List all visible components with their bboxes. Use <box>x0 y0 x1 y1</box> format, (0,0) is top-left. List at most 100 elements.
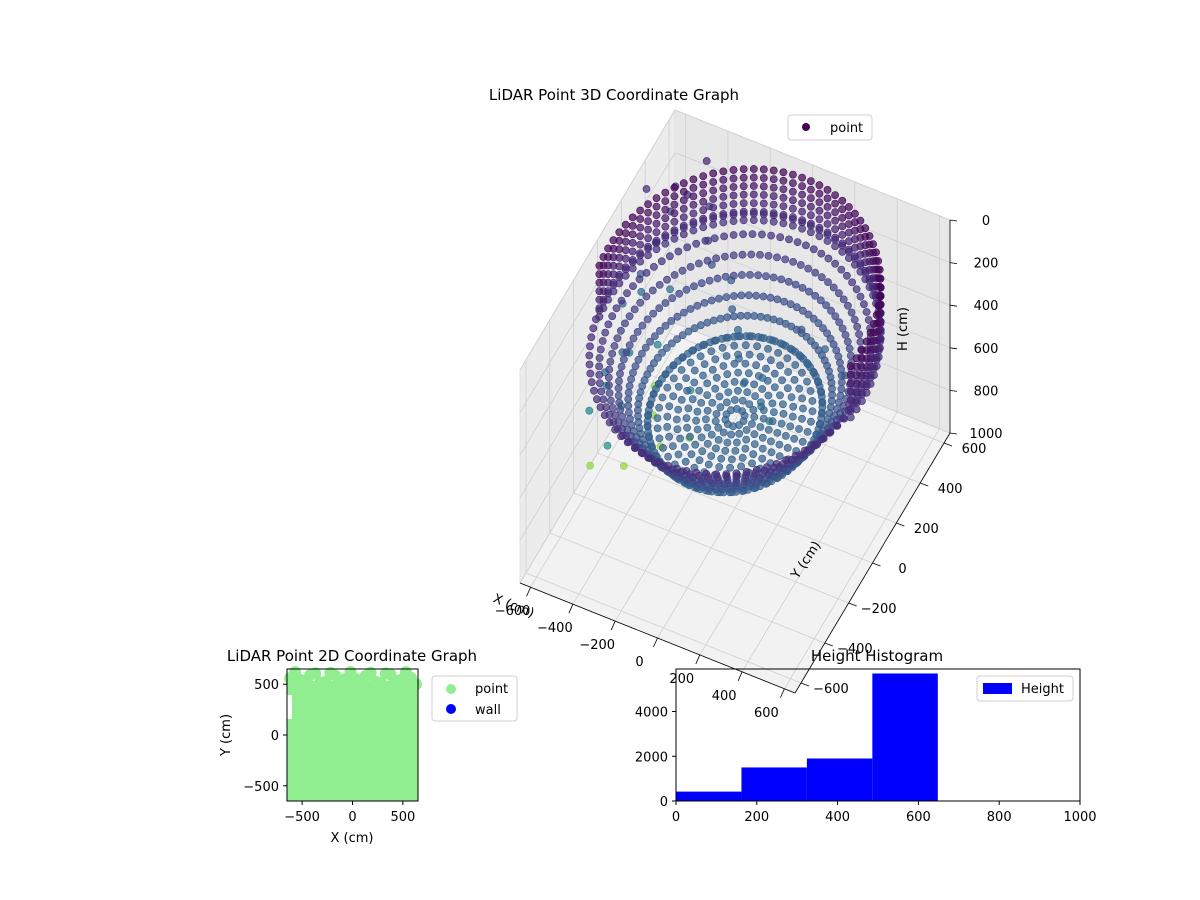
plot-3d-point <box>601 328 610 337</box>
plot-3d-point <box>721 252 729 261</box>
plot-3d-point <box>770 408 778 416</box>
plot-3d-point <box>829 283 838 292</box>
plot-3d-point <box>665 432 673 441</box>
plot-3d-point <box>741 444 750 453</box>
plot-3d-point <box>631 444 639 452</box>
plot-3d-point <box>819 324 827 332</box>
plot-3d-point <box>690 324 699 333</box>
plot-3d-y-tick <box>896 522 905 527</box>
plot-3d-point <box>605 365 614 374</box>
plot-3d-point <box>690 282 698 291</box>
plot-3d-point <box>710 234 719 243</box>
plot-3d-point <box>650 262 658 271</box>
plot-3d-point <box>740 378 749 386</box>
plot-3d-point <box>775 440 784 449</box>
plot-3d-point <box>689 218 698 226</box>
plot-3d-point <box>621 237 630 246</box>
plot-3d-point <box>644 200 652 208</box>
plot-3d-point <box>644 225 652 234</box>
plot-3d-x-tick-label: 200 <box>669 672 694 687</box>
plot-3d-point <box>652 228 661 237</box>
plot-3d-point <box>686 358 695 367</box>
plot-3d-point <box>789 187 797 196</box>
plot-3d-point <box>737 462 745 471</box>
plot-3d-point <box>586 461 594 470</box>
plot-3d-point <box>722 293 731 301</box>
plot-3d-point <box>696 352 705 361</box>
plot-3d-point <box>663 383 672 392</box>
plot-3d-point <box>803 377 811 386</box>
plot-3d-point <box>699 180 708 189</box>
plot-3d-point <box>636 257 645 266</box>
plot-3d-points <box>585 157 885 497</box>
plot-3d-point <box>835 289 843 298</box>
plot-3d-point <box>623 289 631 298</box>
plot-3d-point <box>699 371 707 380</box>
plot-3d-point <box>715 463 724 471</box>
plot-3d-point <box>730 341 739 350</box>
plot-3d-point <box>700 298 709 307</box>
plot-3d-point <box>637 287 646 296</box>
plot-3d-point <box>677 395 686 404</box>
plot-3d-point <box>753 342 761 351</box>
plot-3d-point <box>636 215 645 223</box>
plot-3d-z-tick <box>949 304 958 307</box>
plot-3d-point <box>638 321 647 330</box>
plot-3d-point <box>758 433 767 442</box>
plot-3d-point <box>833 421 842 430</box>
plot-3d-point <box>789 213 797 222</box>
plot-3d-point <box>652 202 661 211</box>
plot-3d-point <box>831 216 839 225</box>
plot-3d-point <box>831 225 839 234</box>
plot-3d-point <box>636 240 645 249</box>
plot-2d-xlabel: X (cm) <box>331 831 374 846</box>
plot-3d-point <box>585 406 594 415</box>
plot-histogram-x-tick-label: 1000 <box>1063 810 1096 825</box>
plot-3d-point <box>712 444 720 453</box>
plot-3d-point <box>824 278 832 286</box>
plot-3d-point <box>658 348 666 357</box>
plot-3d-point <box>679 221 688 230</box>
plot-3d-point <box>758 385 767 393</box>
plot-3d-point <box>670 209 679 218</box>
plot-3d-point <box>726 463 734 472</box>
plot-2d-point <box>410 678 422 691</box>
plot-3d-point <box>684 327 693 336</box>
plot-3d-point <box>789 402 798 411</box>
plot-3d-point <box>739 165 748 173</box>
plot-3d-point <box>674 405 683 414</box>
plot-3d-point <box>689 226 698 235</box>
plot-3d-point <box>595 370 604 379</box>
plot-histogram-legend-swatch <box>983 683 1012 694</box>
plot-2d-x-tick-label: 500 <box>390 810 415 825</box>
plot-3d-point <box>756 312 765 321</box>
plot-3d-y-tick-label: −200 <box>861 602 897 617</box>
plot-3d-point <box>759 208 768 216</box>
plot-3d-point <box>619 355 628 364</box>
plot-3d-point <box>823 220 832 228</box>
plot-3d-point <box>838 222 847 231</box>
plot-3d-x-tick-label: −400 <box>537 621 573 636</box>
plot-3d-point <box>596 345 605 354</box>
plot-3d-point <box>679 179 688 188</box>
plot-3d-point <box>721 446 730 455</box>
plot-3d-point <box>712 470 721 479</box>
plot-3d-point <box>683 243 692 252</box>
plot-3d-point <box>739 190 748 199</box>
plot-3d-point <box>615 377 623 385</box>
plot-3d-point <box>858 346 866 354</box>
plot-3d-point <box>745 350 754 359</box>
plot-3d-point <box>872 311 881 319</box>
plot-3d-point <box>739 230 747 239</box>
plot-3d-point <box>604 244 612 253</box>
plot-3d-point <box>625 382 634 390</box>
plot-3d-point <box>773 295 782 304</box>
plot-3d-point <box>657 257 666 266</box>
plot-3d-point <box>831 191 839 199</box>
plot-3d-point <box>730 312 738 321</box>
plot-3d-point <box>600 411 609 419</box>
plot-3d-point <box>617 432 625 441</box>
plot-3d-point <box>719 362 728 370</box>
plot-3d-point <box>678 266 687 275</box>
plot-3d-point <box>701 236 710 245</box>
